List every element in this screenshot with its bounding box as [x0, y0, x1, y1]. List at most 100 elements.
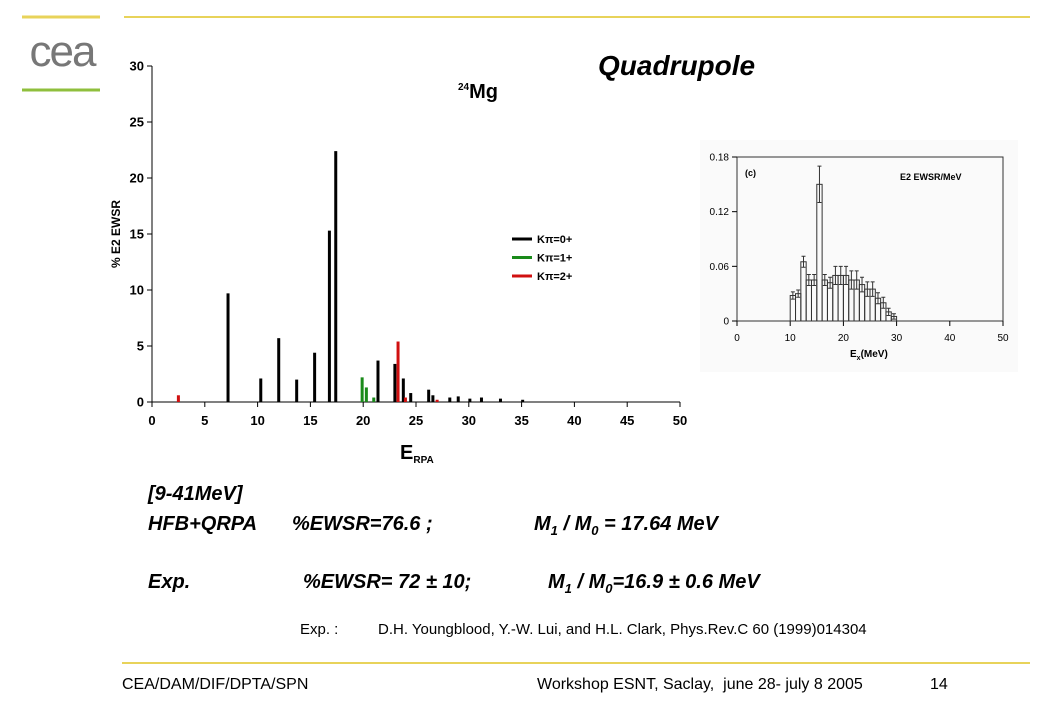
- legend-label: Kπ=1+: [537, 253, 572, 265]
- error-bar: [860, 276, 865, 293]
- stem: [364, 387, 368, 402]
- note: %EWSR=76.6 ;: [292, 513, 433, 535]
- stem: [259, 378, 263, 402]
- legend-label: Kπ=0+: [537, 234, 572, 246]
- x-axis-label: ERPA: [400, 442, 434, 466]
- y-tick-label: 0.12: [710, 207, 730, 218]
- title-superscript: 24: [458, 82, 470, 93]
- x-axis-label-sub: x: [857, 355, 861, 362]
- x-tick-label: 20: [838, 333, 850, 344]
- stem: [431, 395, 435, 402]
- note: Exp.: [148, 571, 191, 593]
- y-tick-label: 15: [130, 227, 144, 242]
- note: HFB+QRPA: [148, 513, 258, 535]
- x-tick-label: 35: [514, 413, 528, 428]
- stem: [376, 360, 380, 402]
- note-part: =16.9 ± 0.6 MeV: [612, 571, 760, 593]
- error-bar: [806, 274, 811, 286]
- x-tick-label: 0: [148, 413, 155, 428]
- stem: [521, 399, 525, 402]
- x-tick-label: 40: [567, 413, 581, 428]
- error-bar: [844, 265, 849, 286]
- x-tick-label: 0: [734, 333, 740, 344]
- y-tick-label: 0: [723, 317, 729, 328]
- stem: [427, 389, 431, 402]
- stem: [176, 395, 180, 402]
- note-part: 0: [591, 523, 599, 538]
- footer-center: Workshop ESNT, Saclay, june 28- july 8 2…: [537, 676, 863, 693]
- x-tick-label: 50: [997, 333, 1009, 344]
- note-part: 1: [564, 581, 572, 596]
- x-axis-label-main: E: [850, 349, 857, 360]
- x-tick-label: 45: [620, 413, 634, 428]
- note: [9-41MeV]: [148, 483, 243, 505]
- y-axis-label: % E2 EWSR: [109, 200, 123, 268]
- error-bar: [838, 265, 843, 286]
- y-tick-label: 25: [130, 115, 144, 130]
- error-bar: [801, 255, 806, 268]
- note: M1 / M0=16.9 ± 0.6 MeV: [548, 571, 760, 596]
- y-tick-label: 0.18: [710, 153, 730, 164]
- footer-left: CEA/DAM/DIF/DPTA/SPN: [122, 676, 309, 693]
- stem: [334, 151, 338, 402]
- note-part: = 17.64 MeV: [598, 513, 719, 535]
- error-bar: [854, 270, 859, 290]
- chart-title: 24Mg: [458, 81, 498, 103]
- y-tick-label: 20: [130, 171, 144, 186]
- error-bar: [881, 296, 886, 309]
- error-bar: [849, 270, 854, 290]
- logo: cea: [30, 27, 97, 76]
- x-axis-label-sub: RPA: [413, 455, 433, 466]
- stem: [295, 379, 299, 402]
- note-part: / M: [571, 571, 606, 593]
- x-axis-label-rest: (MeV): [861, 349, 888, 360]
- page-number: 14: [930, 676, 948, 693]
- stem: [456, 396, 460, 402]
- note-part: 0: [605, 581, 613, 596]
- error-bar: [790, 291, 795, 300]
- x-axis-label: Ex(MeV): [850, 349, 888, 362]
- y-tick-label: 5: [137, 339, 144, 354]
- stem: [479, 397, 483, 402]
- stem: [327, 230, 331, 402]
- stem: [409, 393, 413, 402]
- error-bar: [828, 276, 833, 289]
- heading: Quadrupole: [598, 50, 756, 81]
- error-bar: [812, 274, 817, 286]
- y-tick-label: 0.06: [710, 262, 730, 273]
- error-bar: [891, 313, 896, 320]
- reference-label: Exp. :: [300, 621, 339, 638]
- stem: [372, 397, 376, 402]
- error-bar: [875, 292, 880, 305]
- stem: [448, 397, 452, 402]
- error-bar: [870, 281, 875, 297]
- x-tick-label: 20: [356, 413, 370, 428]
- title-main: Mg: [469, 81, 498, 103]
- note-part: M: [548, 571, 565, 593]
- y-tick-label: 30: [130, 59, 144, 74]
- stem: [277, 338, 281, 402]
- stem: [396, 341, 400, 402]
- x-axis-label-main: E: [400, 442, 413, 464]
- stem: [403, 397, 407, 402]
- error-bar: [796, 289, 801, 298]
- x-tick-label: 15: [303, 413, 317, 428]
- note-part: 1: [550, 523, 558, 538]
- error-bar: [833, 265, 838, 286]
- error-bar: [817, 165, 822, 204]
- error-bar: [886, 307, 891, 317]
- x-tick-label: 10: [785, 333, 797, 344]
- x-tick-label: 40: [944, 333, 956, 344]
- x-tick-label: 50: [673, 413, 687, 428]
- reference: D.H. Youngblood, Y.-W. Lui, and H.L. Cla…: [378, 621, 867, 638]
- stem: [226, 293, 230, 402]
- note: M1 / M0 = 17.64 MeV: [534, 513, 718, 538]
- stem: [498, 398, 502, 402]
- stem: [360, 377, 364, 402]
- annotation: (c): [745, 168, 756, 178]
- note: %EWSR= 72 ± 10;: [303, 571, 472, 593]
- legend-label: Kπ=2+: [537, 271, 572, 283]
- stem: [435, 399, 439, 402]
